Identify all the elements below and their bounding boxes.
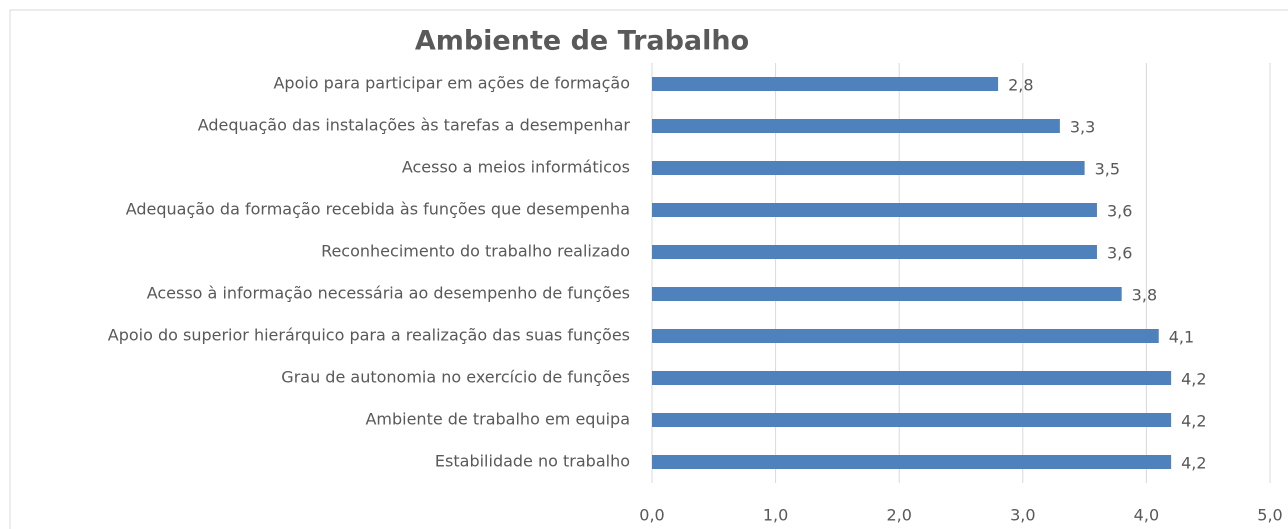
bar: [652, 413, 1172, 427]
bar: [652, 245, 1097, 259]
x-tick-label: 3,0: [1010, 506, 1035, 525]
y-tick-label: Ambiente de trabalho em equipa: [365, 410, 630, 429]
x-tick-label: 2,0: [886, 506, 911, 525]
x-tick-label: 1,0: [763, 506, 788, 525]
data-label: 4,2: [1181, 412, 1206, 431]
data-label: 3,6: [1107, 202, 1132, 221]
bar: [652, 371, 1172, 385]
x-tick-label: 5,0: [1257, 506, 1282, 525]
data-label: 3,3: [1070, 118, 1095, 137]
bar: [652, 77, 999, 91]
bar: [652, 203, 1097, 217]
bar: [652, 455, 1172, 469]
chart-title: Ambiente de Trabalho: [415, 26, 749, 57]
y-tick-label: Grau de autonomia no exercício de funçõe…: [281, 368, 630, 387]
y-tick-label: Adequação das instalações às tarefas a d…: [198, 116, 631, 135]
y-tick-label: Reconhecimento do trabalho realizado: [321, 242, 630, 261]
data-label: 2,8: [1008, 76, 1033, 95]
y-tick-label: Acesso à informação necessária ao desemp…: [147, 284, 630, 303]
y-tick-label: Adequação da formação recebida às funçõe…: [126, 200, 630, 219]
data-label: 4,2: [1181, 370, 1206, 389]
data-label: 3,8: [1132, 286, 1157, 305]
data-label: 4,1: [1169, 328, 1194, 347]
bar: [652, 161, 1085, 175]
data-label: 3,5: [1095, 160, 1120, 179]
data-label: 3,6: [1107, 244, 1132, 263]
chart-border: [9, 9, 1288, 529]
y-tick-label: Apoio do superior hierárquico para a rea…: [108, 326, 630, 345]
data-label: 4,2: [1181, 454, 1206, 473]
bar: [652, 287, 1122, 301]
y-tick-label: Apoio para participar em ações de formaç…: [273, 74, 630, 93]
x-tick-label: 0,0: [639, 506, 664, 525]
bar: [652, 329, 1159, 343]
y-tick-label: Acesso a meios informáticos: [402, 158, 630, 177]
y-tick-label: Estabilidade no trabalho: [435, 452, 630, 471]
bar: [652, 119, 1060, 133]
x-tick-label: 4,0: [1134, 506, 1159, 525]
